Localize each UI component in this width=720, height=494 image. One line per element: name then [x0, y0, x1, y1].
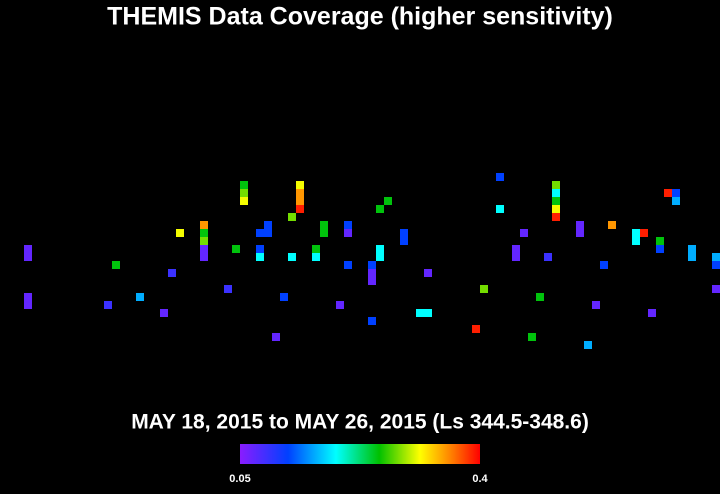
coverage-cell: [632, 229, 640, 237]
coverage-cell: [632, 237, 640, 245]
coverage-cell: [368, 277, 376, 285]
coverage-cell: [512, 253, 520, 261]
coverage-cell: [24, 253, 32, 261]
coverage-cell: [344, 229, 352, 237]
coverage-cell: [200, 245, 208, 253]
coverage-cell: [200, 229, 208, 237]
coverage-cell: [312, 253, 320, 261]
coverage-cell: [552, 213, 560, 221]
coverage-cell: [256, 245, 264, 253]
coverage-cell: [672, 197, 680, 205]
coverage-cell: [272, 333, 280, 341]
coverage-cell: [584, 341, 592, 349]
coverage-cell: [376, 253, 384, 261]
coverage-cell: [296, 189, 304, 197]
coverage-cell: [336, 301, 344, 309]
coverage-cell: [648, 309, 656, 317]
coverage-cell: [368, 269, 376, 277]
coverage-cell: [400, 237, 408, 245]
coverage-cell: [400, 229, 408, 237]
coverage-cell: [552, 205, 560, 213]
coverage-cell: [384, 197, 392, 205]
coverage-cell: [320, 229, 328, 237]
coverage-cell: [576, 229, 584, 237]
colorbar-tick-label: 0.4: [472, 473, 488, 485]
coverage-cell: [24, 245, 32, 253]
coverage-cell: [688, 253, 696, 261]
coverage-cell: [712, 253, 720, 261]
coverage-cell: [160, 309, 168, 317]
coverage-cell: [320, 221, 328, 229]
coverage-cell: [312, 245, 320, 253]
coverage-cell: [712, 261, 720, 269]
coverage-cell: [296, 181, 304, 189]
coverage-cell: [240, 189, 248, 197]
coverage-cell: [200, 221, 208, 229]
coverage-cell: [480, 285, 488, 293]
coverage-cell: [344, 261, 352, 269]
coverage-cell: [104, 301, 112, 309]
coverage-cell: [296, 205, 304, 213]
coverage-cell: [496, 173, 504, 181]
coverage-cell: [136, 293, 144, 301]
coverage-cell: [656, 245, 664, 253]
coverage-cell: [200, 237, 208, 245]
coverage-cell: [496, 205, 504, 213]
coverage-cell: [376, 205, 384, 213]
coverage-cell: [592, 301, 600, 309]
coverage-cell: [520, 229, 528, 237]
coverage-cell: [552, 189, 560, 197]
coverage-cell: [344, 221, 352, 229]
coverage-cell: [608, 221, 616, 229]
coverage-cell: [688, 245, 696, 253]
coverage-cell: [472, 325, 480, 333]
coverage-cell: [600, 261, 608, 269]
coverage-cell: [264, 229, 272, 237]
coverage-cell: [576, 221, 584, 229]
coverage-cell: [416, 309, 424, 317]
coverage-cell: [256, 253, 264, 261]
coverage-cell: [712, 285, 720, 293]
coverage-cell: [240, 197, 248, 205]
coverage-cell: [24, 301, 32, 309]
coverage-cell: [552, 197, 560, 205]
coverage-cell: [664, 189, 672, 197]
coverage-cell: [656, 237, 664, 245]
subtitle: MAY 18, 2015 to MAY 26, 2015 (Ls 344.5-3…: [131, 411, 589, 434]
coverage-cell: [376, 245, 384, 253]
coverage-cell: [296, 197, 304, 205]
coverage-cell: [424, 309, 432, 317]
coverage-cell: [112, 261, 120, 269]
coverage-cell: [288, 253, 296, 261]
coverage-cell: [544, 253, 552, 261]
coverage-cell: [240, 181, 248, 189]
coverage-cell: [552, 181, 560, 189]
coverage-cell: [528, 333, 536, 341]
chart-title: THEMIS Data Coverage (higher sensitivity…: [107, 3, 613, 31]
coverage-cell: [672, 189, 680, 197]
coverage-cell: [640, 229, 648, 237]
coverage-cell: [224, 285, 232, 293]
coverage-cell: [512, 245, 520, 253]
coverage-cell: [368, 317, 376, 325]
colorbar: [240, 444, 480, 464]
colorbar-tick-label: 0.05: [229, 473, 250, 485]
coverage-cell: [176, 229, 184, 237]
coverage-cell: [24, 293, 32, 301]
coverage-cell: [368, 261, 376, 269]
coverage-cell: [280, 293, 288, 301]
coverage-cell: [200, 253, 208, 261]
coverage-cell: [288, 213, 296, 221]
coverage-cell: [256, 229, 264, 237]
coverage-cell: [232, 245, 240, 253]
coverage-cell: [424, 269, 432, 277]
coverage-cell: [168, 269, 176, 277]
coverage-cell: [264, 221, 272, 229]
coverage-cell: [536, 293, 544, 301]
